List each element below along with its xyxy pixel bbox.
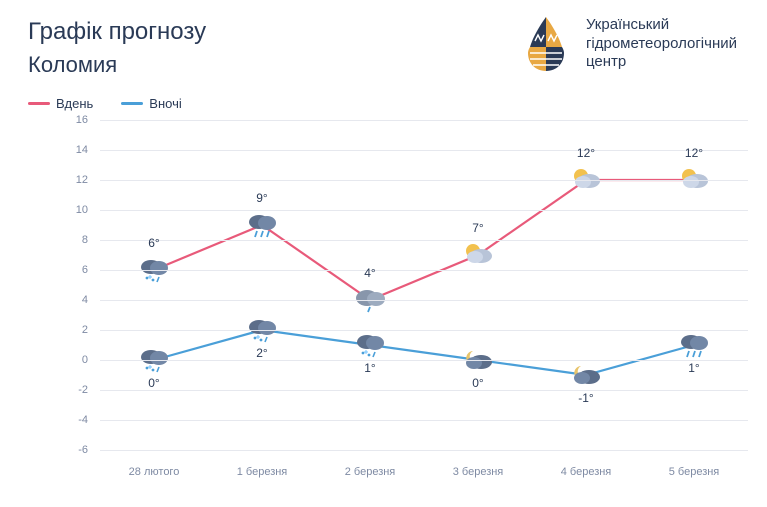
value-label: 1° (364, 361, 375, 375)
value-label: 0° (148, 376, 159, 390)
y-axis-label: 6 (82, 264, 88, 276)
weather-icon (682, 169, 708, 188)
y-axis-label: 2 (82, 324, 88, 336)
value-label: 12° (685, 146, 703, 160)
weather-icon (574, 366, 600, 384)
x-axis-label: 28 лютого (129, 466, 180, 478)
weather-icon (574, 169, 600, 188)
y-axis-label: 0 (82, 354, 88, 366)
y-axis-label: 12 (76, 174, 88, 186)
drop-logo-icon (520, 15, 572, 73)
weather-icon (141, 260, 168, 282)
chart-svg (48, 120, 748, 470)
x-axis-label: 4 березня (561, 466, 612, 478)
gridline (100, 120, 748, 121)
legend-night: Вночі (121, 96, 181, 111)
value-label: 6° (148, 236, 159, 250)
value-label: 12° (577, 146, 595, 160)
weather-icon (356, 290, 385, 312)
gridline (100, 300, 748, 301)
series-line (154, 330, 694, 375)
gridline (100, 240, 748, 241)
y-axis-label: 4 (82, 294, 88, 306)
gridline (100, 360, 748, 361)
value-label: 1° (688, 361, 699, 375)
legend-night-label: Вночі (149, 96, 181, 111)
y-axis-label: 10 (76, 204, 88, 216)
logo-line2: гідрометеорологічний (586, 35, 737, 54)
chart-area: -6-4-2024681012141628 лютого1 березня2 б… (48, 120, 748, 470)
y-axis-label: -2 (78, 384, 88, 396)
chart-subtitle: Коломия (28, 52, 206, 78)
weather-icon (681, 335, 708, 357)
y-axis-label: 8 (82, 234, 88, 246)
header: Графік прогнозу Коломия (28, 18, 206, 78)
legend-day: Вдень (28, 96, 93, 111)
weather-icon (249, 320, 276, 342)
legend: Вдень Вночі (28, 96, 182, 111)
x-axis-label: 3 березня (453, 466, 504, 478)
x-axis-label: 1 березня (237, 466, 288, 478)
y-axis-label: 16 (76, 114, 88, 126)
legend-night-line (121, 102, 143, 105)
y-axis-label: -6 (78, 444, 88, 456)
value-label: 9° (256, 191, 267, 205)
value-label: 2° (256, 346, 267, 360)
logo-line1: Український (586, 16, 737, 35)
legend-day-line (28, 102, 50, 105)
y-axis-label: 14 (76, 144, 88, 156)
gridline (100, 150, 748, 151)
chart-title: Графік прогнозу (28, 18, 206, 46)
value-label: 4° (364, 266, 375, 280)
weather-icon (141, 350, 168, 372)
x-axis-label: 2 березня (345, 466, 396, 478)
weather-icon (249, 215, 276, 237)
weather-icon (357, 335, 384, 357)
x-axis-label: 5 березня (669, 466, 720, 478)
gridline (100, 210, 748, 211)
y-axis-label: -4 (78, 414, 88, 426)
gridline (100, 420, 748, 421)
gridline (100, 270, 748, 271)
value-label: -1° (578, 391, 593, 405)
gridline (100, 180, 748, 181)
logo-line3: центр (586, 53, 737, 72)
value-label: 0° (472, 376, 483, 390)
logo-text: Український гідрометеорологічний центр (586, 16, 737, 72)
gridline (100, 390, 748, 391)
legend-day-label: Вдень (56, 96, 93, 111)
value-label: 7° (472, 221, 483, 235)
gridline (100, 330, 748, 331)
logo-block: Український гідрометеорологічний центр (520, 15, 737, 73)
gridline (100, 450, 748, 451)
